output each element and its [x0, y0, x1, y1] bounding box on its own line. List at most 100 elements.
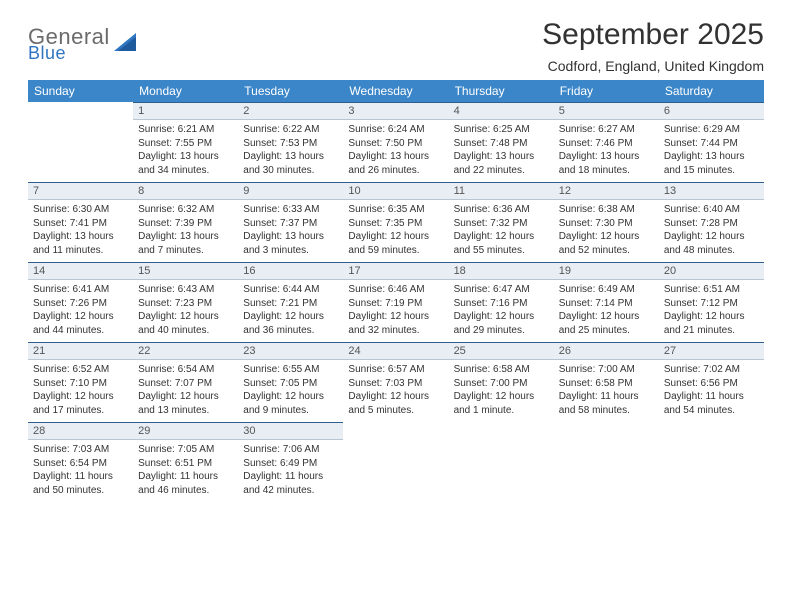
logo-triangle-icon [114, 31, 140, 58]
day-number: 30 [238, 422, 343, 440]
calendar-cell: 28Sunrise: 7:03 AMSunset: 6:54 PMDayligh… [28, 422, 133, 502]
calendar-cell: 16Sunrise: 6:44 AMSunset: 7:21 PMDayligh… [238, 262, 343, 342]
calendar-cell: 2Sunrise: 6:22 AMSunset: 7:53 PMDaylight… [238, 102, 343, 182]
day-number: 14 [28, 262, 133, 280]
day-info: Sunrise: 6:35 AMSunset: 7:35 PMDaylight:… [343, 200, 448, 262]
day-number: 25 [449, 342, 554, 360]
calendar-cell: 1Sunrise: 6:21 AMSunset: 7:55 PMDaylight… [133, 102, 238, 182]
calendar-cell: 5Sunrise: 6:27 AMSunset: 7:46 PMDaylight… [554, 102, 659, 182]
calendar-row: 7Sunrise: 6:30 AMSunset: 7:41 PMDaylight… [28, 182, 764, 262]
calendar-cell [343, 422, 448, 502]
day-info: Sunrise: 6:24 AMSunset: 7:50 PMDaylight:… [343, 120, 448, 182]
calendar-page: General Blue September 2025 Codford, Eng… [0, 0, 792, 520]
calendar-cell: 27Sunrise: 7:02 AMSunset: 6:56 PMDayligh… [659, 342, 764, 422]
day-header: Friday [554, 80, 659, 102]
day-info: Sunrise: 6:21 AMSunset: 7:55 PMDaylight:… [133, 120, 238, 182]
calendar-cell [659, 422, 764, 502]
calendar-row: 1Sunrise: 6:21 AMSunset: 7:55 PMDaylight… [28, 102, 764, 182]
day-info: Sunrise: 6:38 AMSunset: 7:30 PMDaylight:… [554, 200, 659, 262]
day-number: 1 [133, 102, 238, 120]
day-info: Sunrise: 6:49 AMSunset: 7:14 PMDaylight:… [554, 280, 659, 342]
day-header: Monday [133, 80, 238, 102]
day-info: Sunrise: 6:46 AMSunset: 7:19 PMDaylight:… [343, 280, 448, 342]
day-header: Tuesday [238, 80, 343, 102]
day-number: 24 [343, 342, 448, 360]
day-info: Sunrise: 6:25 AMSunset: 7:48 PMDaylight:… [449, 120, 554, 182]
day-info: Sunrise: 6:47 AMSunset: 7:16 PMDaylight:… [449, 280, 554, 342]
day-info: Sunrise: 6:40 AMSunset: 7:28 PMDaylight:… [659, 200, 764, 262]
day-number: 4 [449, 102, 554, 120]
day-number: 5 [554, 102, 659, 120]
day-info: Sunrise: 6:54 AMSunset: 7:07 PMDaylight:… [133, 360, 238, 422]
calendar-table: SundayMondayTuesdayWednesdayThursdayFrid… [28, 80, 764, 502]
day-header: Thursday [449, 80, 554, 102]
day-number: 26 [554, 342, 659, 360]
calendar-cell: 3Sunrise: 6:24 AMSunset: 7:50 PMDaylight… [343, 102, 448, 182]
day-number: 23 [238, 342, 343, 360]
day-number: 20 [659, 262, 764, 280]
calendar-cell: 4Sunrise: 6:25 AMSunset: 7:48 PMDaylight… [449, 102, 554, 182]
calendar-cell: 15Sunrise: 6:43 AMSunset: 7:23 PMDayligh… [133, 262, 238, 342]
calendar-cell: 21Sunrise: 6:52 AMSunset: 7:10 PMDayligh… [28, 342, 133, 422]
day-number: 28 [28, 422, 133, 440]
day-number: 21 [28, 342, 133, 360]
logo-text: General Blue [28, 26, 110, 62]
day-number: 19 [554, 262, 659, 280]
calendar-cell: 9Sunrise: 6:33 AMSunset: 7:37 PMDaylight… [238, 182, 343, 262]
day-info: Sunrise: 6:44 AMSunset: 7:21 PMDaylight:… [238, 280, 343, 342]
day-number: 16 [238, 262, 343, 280]
calendar-cell: 17Sunrise: 6:46 AMSunset: 7:19 PMDayligh… [343, 262, 448, 342]
logo: General Blue [28, 18, 140, 62]
calendar-cell [554, 422, 659, 502]
day-info: Sunrise: 6:29 AMSunset: 7:44 PMDaylight:… [659, 120, 764, 182]
day-info: Sunrise: 6:36 AMSunset: 7:32 PMDaylight:… [449, 200, 554, 262]
calendar-row: 21Sunrise: 6:52 AMSunset: 7:10 PMDayligh… [28, 342, 764, 422]
calendar-cell: 22Sunrise: 6:54 AMSunset: 7:07 PMDayligh… [133, 342, 238, 422]
calendar-cell: 19Sunrise: 6:49 AMSunset: 7:14 PMDayligh… [554, 262, 659, 342]
day-info: Sunrise: 6:30 AMSunset: 7:41 PMDaylight:… [28, 200, 133, 262]
day-info: Sunrise: 7:02 AMSunset: 6:56 PMDaylight:… [659, 360, 764, 422]
calendar-cell: 11Sunrise: 6:36 AMSunset: 7:32 PMDayligh… [449, 182, 554, 262]
day-number: 12 [554, 182, 659, 200]
calendar-cell [449, 422, 554, 502]
calendar-cell: 13Sunrise: 6:40 AMSunset: 7:28 PMDayligh… [659, 182, 764, 262]
day-number: 3 [343, 102, 448, 120]
calendar-cell: 26Sunrise: 7:00 AMSunset: 6:58 PMDayligh… [554, 342, 659, 422]
calendar-cell: 18Sunrise: 6:47 AMSunset: 7:16 PMDayligh… [449, 262, 554, 342]
day-info: Sunrise: 6:41 AMSunset: 7:26 PMDaylight:… [28, 280, 133, 342]
day-number: 7 [28, 182, 133, 200]
calendar-cell: 10Sunrise: 6:35 AMSunset: 7:35 PMDayligh… [343, 182, 448, 262]
day-number: 9 [238, 182, 343, 200]
logo-word2: Blue [28, 44, 110, 62]
day-header: Wednesday [343, 80, 448, 102]
day-info: Sunrise: 6:57 AMSunset: 7:03 PMDaylight:… [343, 360, 448, 422]
day-info: Sunrise: 6:52 AMSunset: 7:10 PMDaylight:… [28, 360, 133, 422]
day-number: 11 [449, 182, 554, 200]
day-header-row: SundayMondayTuesdayWednesdayThursdayFrid… [28, 80, 764, 102]
day-number: 2 [238, 102, 343, 120]
day-info: Sunrise: 6:51 AMSunset: 7:12 PMDaylight:… [659, 280, 764, 342]
day-info: Sunrise: 6:55 AMSunset: 7:05 PMDaylight:… [238, 360, 343, 422]
day-info: Sunrise: 6:33 AMSunset: 7:37 PMDaylight:… [238, 200, 343, 262]
calendar-cell: 14Sunrise: 6:41 AMSunset: 7:26 PMDayligh… [28, 262, 133, 342]
day-info: Sunrise: 6:22 AMSunset: 7:53 PMDaylight:… [238, 120, 343, 182]
title-block: September 2025 Codford, England, United … [542, 18, 764, 74]
calendar-cell: 6Sunrise: 6:29 AMSunset: 7:44 PMDaylight… [659, 102, 764, 182]
calendar-cell: 25Sunrise: 6:58 AMSunset: 7:00 PMDayligh… [449, 342, 554, 422]
calendar-cell: 29Sunrise: 7:05 AMSunset: 6:51 PMDayligh… [133, 422, 238, 502]
day-info: Sunrise: 6:32 AMSunset: 7:39 PMDaylight:… [133, 200, 238, 262]
calendar-row: 14Sunrise: 6:41 AMSunset: 7:26 PMDayligh… [28, 262, 764, 342]
day-info: Sunrise: 6:27 AMSunset: 7:46 PMDaylight:… [554, 120, 659, 182]
calendar-cell: 30Sunrise: 7:06 AMSunset: 6:49 PMDayligh… [238, 422, 343, 502]
day-number: 6 [659, 102, 764, 120]
day-number: 18 [449, 262, 554, 280]
day-info: Sunrise: 7:05 AMSunset: 6:51 PMDaylight:… [133, 440, 238, 502]
day-number: 17 [343, 262, 448, 280]
calendar-cell [28, 102, 133, 182]
day-header: Saturday [659, 80, 764, 102]
calendar-cell: 12Sunrise: 6:38 AMSunset: 7:30 PMDayligh… [554, 182, 659, 262]
calendar-body: 1Sunrise: 6:21 AMSunset: 7:55 PMDaylight… [28, 102, 764, 502]
day-number: 29 [133, 422, 238, 440]
location-subtitle: Codford, England, United Kingdom [542, 58, 764, 74]
day-number: 8 [133, 182, 238, 200]
